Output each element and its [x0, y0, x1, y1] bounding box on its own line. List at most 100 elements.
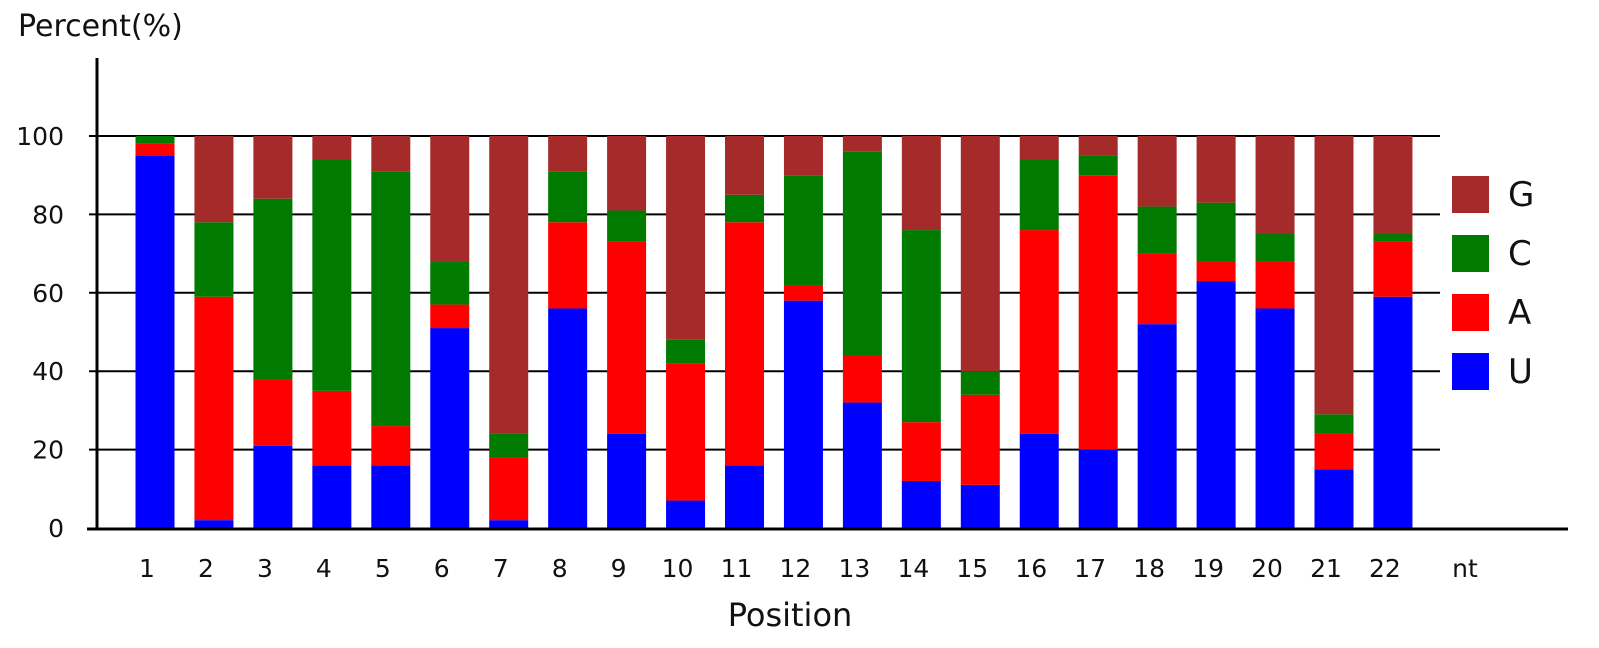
bar-segment-U-pos-21	[1314, 469, 1354, 528]
bar-segment-G-pos-15	[960, 136, 1000, 372]
bar-segment-U-pos-18	[1137, 324, 1177, 528]
bar-segment-U-pos-10	[666, 500, 706, 528]
x-tick-label: 6	[434, 554, 450, 583]
y-tick-label: 60	[32, 279, 64, 308]
bar-segment-A-pos-3	[253, 379, 293, 446]
bar-segment-G-pos-14	[901, 136, 941, 231]
x-tick-label: 17	[1074, 554, 1106, 583]
bar-segment-C-pos-20	[1255, 234, 1295, 262]
bar-segment-U-pos-1	[135, 155, 175, 528]
bar-segment-G-pos-6	[430, 136, 470, 262]
bar-segment-U-pos-15	[960, 484, 1000, 528]
bar-segment-U-pos-8	[548, 308, 588, 528]
bar-segment-A-pos-13	[842, 355, 882, 403]
bar-segment-C-pos-7	[489, 433, 529, 458]
x-tick-label: 15	[956, 554, 988, 583]
bar-segment-G-pos-22	[1373, 136, 1413, 234]
bar-segment-G-pos-8	[548, 136, 588, 172]
bar-segment-C-pos-5	[371, 171, 411, 427]
x-tick-label: 22	[1369, 554, 1401, 583]
bar-segment-G-pos-12	[783, 136, 823, 176]
bar-segment-C-pos-1	[135, 136, 175, 144]
x-tick-label: 9	[611, 554, 627, 583]
y-tick-label: 20	[32, 436, 64, 465]
bar-segment-U-pos-5	[371, 465, 411, 528]
bar-segment-C-pos-17	[1078, 155, 1118, 176]
axes	[87, 58, 1568, 531]
bar-segment-C-pos-9	[607, 210, 647, 242]
bar-segment-U-pos-22	[1373, 296, 1413, 528]
bar-segment-A-pos-10	[666, 363, 706, 501]
bar-segment-G-pos-21	[1314, 136, 1354, 415]
bar-segment-G-pos-5	[371, 136, 411, 172]
bar-segment-A-pos-20	[1255, 261, 1295, 309]
x-tick-label: 1	[139, 554, 155, 583]
legend-swatch-G	[1452, 176, 1489, 213]
y-tick-label: 40	[32, 357, 64, 386]
legend-swatch-U	[1452, 353, 1489, 390]
x-tick-label: 19	[1192, 554, 1224, 583]
bar-segment-C-pos-6	[430, 261, 470, 305]
bar-segment-A-pos-6	[430, 304, 470, 329]
bar-segment-G-pos-10	[666, 136, 706, 340]
bar-segment-U-pos-7	[489, 520, 529, 528]
x-axis-label: Position	[728, 596, 853, 634]
bar-segment-C-pos-19	[1196, 202, 1236, 262]
x-tick-label: 13	[838, 554, 870, 583]
x-tick-label: 18	[1133, 554, 1165, 583]
x-tick-label: 7	[493, 554, 509, 583]
legend-swatch-C	[1452, 235, 1489, 272]
x-tick-label: 20	[1251, 554, 1283, 583]
x-tick-label: 12	[780, 554, 812, 583]
x-tick-label: 4	[316, 554, 332, 583]
x-tick-label: 3	[257, 554, 273, 583]
bar-segment-C-pos-18	[1137, 206, 1177, 254]
bar-segment-C-pos-21	[1314, 414, 1354, 434]
x-tick-label: 5	[375, 554, 391, 583]
bar-segment-G-pos-3	[253, 136, 293, 199]
bar-segment-G-pos-11	[725, 136, 764, 195]
bar-segment-A-pos-14	[901, 422, 941, 481]
bar-segment-A-pos-15	[960, 394, 1000, 485]
bar-segment-U-pos-12	[783, 300, 823, 528]
x-tick-label: 11	[721, 554, 753, 583]
bar-segment-U-pos-4	[312, 465, 352, 528]
bar-segment-U-pos-17	[1078, 449, 1118, 528]
legend-label-C: C	[1508, 234, 1532, 274]
bar-segment-A-pos-7	[489, 457, 529, 521]
y-axis-label: Percent(%)	[18, 9, 183, 44]
bar-segment-G-pos-20	[1255, 136, 1295, 234]
bar-segment-A-pos-12	[783, 284, 823, 301]
x-tick-label: 2	[198, 554, 214, 583]
x-tick-label: 14	[897, 554, 929, 583]
x-tick-label: 8	[552, 554, 568, 583]
bar-segment-G-pos-13	[842, 136, 882, 152]
bar-segment-A-pos-9	[607, 241, 647, 434]
bar-segment-G-pos-17	[1078, 136, 1118, 156]
bars	[135, 136, 1413, 528]
bar-segment-A-pos-8	[548, 222, 588, 309]
x-tick-label: 21	[1310, 554, 1342, 583]
legend-label-A: A	[1508, 293, 1531, 333]
bar-segment-A-pos-18	[1137, 253, 1177, 325]
bar-segment-A-pos-17	[1078, 175, 1118, 450]
bar-segment-U-pos-11	[725, 465, 764, 528]
bar-segment-A-pos-4	[312, 390, 352, 466]
bar-segment-C-pos-4	[312, 159, 352, 391]
bar-segment-G-pos-19	[1196, 136, 1236, 203]
bar-segment-U-pos-6	[430, 328, 470, 528]
y-tick-label: 80	[32, 200, 64, 229]
bar-segment-A-pos-21	[1314, 433, 1354, 470]
bar-segment-C-pos-8	[548, 171, 588, 223]
bar-segment-U-pos-13	[842, 402, 882, 528]
bar-segment-A-pos-11	[725, 222, 764, 466]
bar-segment-C-pos-15	[960, 371, 1000, 395]
bar-segment-C-pos-11	[725, 194, 764, 223]
bar-segment-A-pos-1	[135, 143, 175, 156]
bar-segment-C-pos-14	[901, 230, 941, 423]
bar-segment-G-pos-7	[489, 136, 529, 434]
bar-segment-C-pos-16	[1019, 159, 1059, 231]
bar-segment-U-pos-2	[194, 520, 234, 528]
